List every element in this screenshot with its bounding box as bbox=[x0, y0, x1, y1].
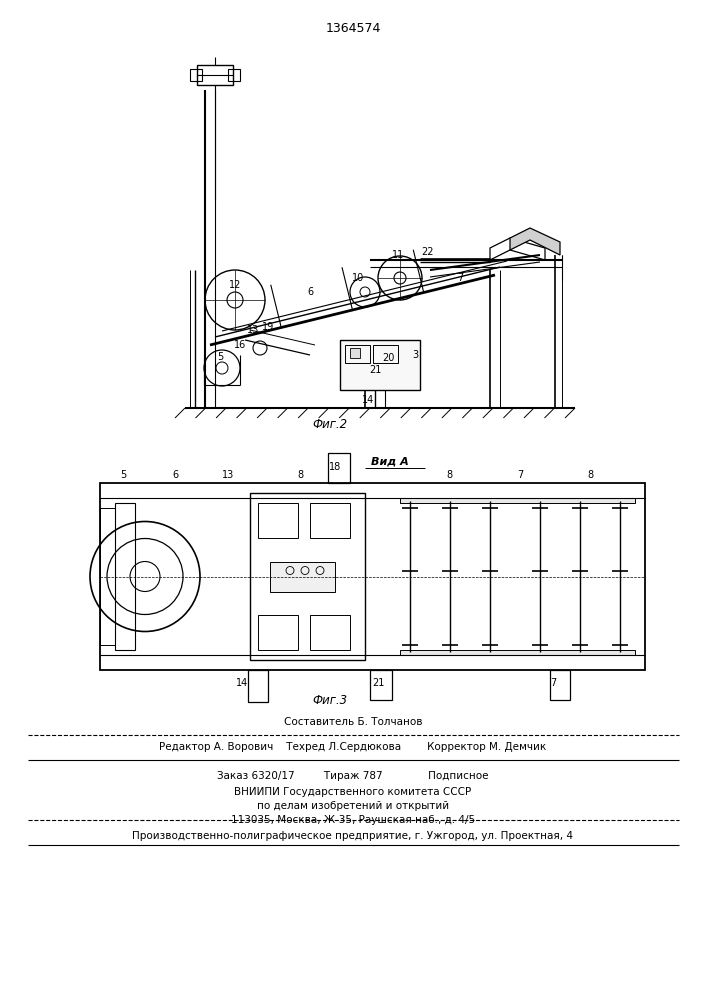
Bar bbox=[310, 615, 350, 650]
Bar bbox=[197, 65, 233, 85]
Bar bbox=[310, 503, 350, 538]
Bar bbox=[328, 453, 350, 483]
Bar bbox=[258, 503, 298, 538]
Text: 7: 7 bbox=[457, 273, 463, 283]
Bar bbox=[345, 345, 370, 363]
Text: 20: 20 bbox=[382, 353, 395, 363]
Bar bbox=[350, 348, 360, 358]
Bar bbox=[190, 69, 202, 81]
Text: 5: 5 bbox=[217, 352, 223, 362]
Text: Фиг.3: Фиг.3 bbox=[312, 694, 348, 706]
Text: ВНИИПИ Государственного комитета СССР: ВНИИПИ Государственного комитета СССР bbox=[235, 787, 472, 797]
Text: 11: 11 bbox=[392, 250, 404, 260]
Text: 5: 5 bbox=[120, 470, 126, 480]
Text: Заказ 6320/17         Тираж 787              Подписное: Заказ 6320/17 Тираж 787 Подписное bbox=[217, 771, 489, 781]
Text: 10: 10 bbox=[352, 273, 364, 283]
Text: Фиг.2: Фиг.2 bbox=[312, 418, 348, 432]
Polygon shape bbox=[510, 228, 560, 255]
Text: 6: 6 bbox=[307, 287, 313, 297]
Text: 16: 16 bbox=[234, 340, 246, 350]
Text: 3: 3 bbox=[412, 350, 418, 360]
Bar bbox=[228, 69, 240, 81]
Text: 19: 19 bbox=[262, 322, 274, 332]
Text: 18: 18 bbox=[329, 462, 341, 472]
Text: Составитель Б. Толчанов: Составитель Б. Толчанов bbox=[284, 717, 422, 727]
Bar bbox=[270, 562, 335, 591]
Text: Производственно-полиграфическое предприятие, г. Ужгород, ул. Проектная, 4: Производственно-полиграфическое предприя… bbox=[132, 831, 573, 841]
Circle shape bbox=[300, 574, 306, 580]
Bar bbox=[373, 345, 398, 363]
Bar bbox=[250, 493, 365, 660]
Text: 8: 8 bbox=[446, 470, 452, 480]
Text: 7: 7 bbox=[517, 470, 523, 480]
Text: 14: 14 bbox=[236, 678, 248, 688]
Text: 8: 8 bbox=[587, 470, 593, 480]
Bar bbox=[340, 340, 420, 390]
Text: 14: 14 bbox=[362, 395, 374, 405]
Text: Вид А: Вид А bbox=[371, 457, 409, 467]
Text: 1364574: 1364574 bbox=[325, 21, 380, 34]
Text: 13: 13 bbox=[247, 325, 259, 335]
Text: 8: 8 bbox=[297, 470, 303, 480]
Text: 7: 7 bbox=[550, 678, 556, 688]
Text: 6: 6 bbox=[172, 470, 178, 480]
Bar bbox=[400, 650, 635, 655]
Text: 21: 21 bbox=[372, 678, 384, 688]
Bar bbox=[258, 615, 298, 650]
Text: Редактор А. Ворович    Техред Л.Сердюкова        Корректор М. Демчик: Редактор А. Ворович Техред Л.Сердюкова К… bbox=[159, 742, 547, 752]
Text: 113035, Москва, Ж-35, Раушская наб., д. 4/5: 113035, Москва, Ж-35, Раушская наб., д. … bbox=[231, 815, 475, 825]
Text: 22: 22 bbox=[421, 247, 433, 257]
Bar bbox=[248, 670, 268, 702]
Text: 21: 21 bbox=[369, 365, 381, 375]
Bar bbox=[400, 498, 635, 503]
Bar bbox=[370, 670, 392, 700]
Bar bbox=[100, 483, 645, 670]
Text: 12: 12 bbox=[229, 280, 241, 290]
Text: 13: 13 bbox=[222, 470, 234, 480]
Bar bbox=[115, 503, 135, 650]
Bar bbox=[550, 670, 570, 700]
Text: по делам изобретений и открытий: по делам изобретений и открытий bbox=[257, 801, 449, 811]
Bar bbox=[100, 508, 115, 645]
